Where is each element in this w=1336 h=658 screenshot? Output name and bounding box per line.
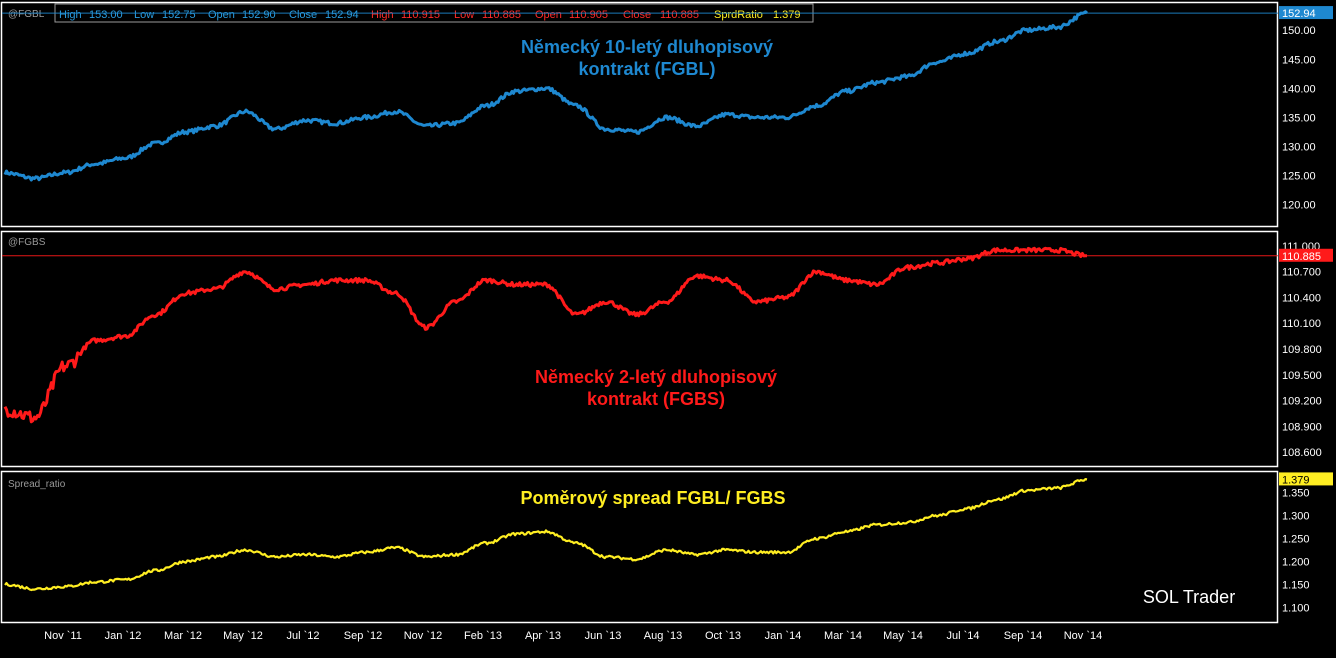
y-tick-label: 1.300 <box>1282 511 1310 523</box>
x-tick-label: Nov `12 <box>404 630 443 642</box>
last-value-label: 110.885 <box>1282 251 1321 263</box>
chart-marks: 150.00 145.00 140.00 135.00 130.00 125.00 120.… <box>2 6 1333 642</box>
fgbs-title-line-2: kontrakt (FGBS) <box>587 389 725 409</box>
fgbl-close-label: Close <box>289 9 317 21</box>
y-tick-label: 108.600 <box>1282 447 1322 459</box>
fgbs-open-value: 110.905 <box>569 9 608 21</box>
x-tick-label: Jul `12 <box>286 630 319 642</box>
fgbs-high-value: 110.915 <box>401 9 440 21</box>
y-tick-label: 110.700 <box>1282 267 1321 279</box>
fgbl-panel-frame <box>0 1 1279 228</box>
y-tick-label: 120.00 <box>1282 200 1316 212</box>
x-tick-label: Aug `13 <box>644 630 683 642</box>
y-tick-label: 1.250 <box>1282 534 1310 546</box>
fgbs-low-label: Low <box>454 9 474 21</box>
x-tick-label: Jan `12 <box>105 630 142 642</box>
last-value-label: 1.379 <box>1282 474 1310 486</box>
y-tick-label: 1.200 <box>1282 556 1310 568</box>
watermark: SOL Trader <box>1143 587 1235 607</box>
y-tick-label: 145.00 <box>1282 54 1316 66</box>
y-tick-label: 110.400 <box>1282 292 1321 304</box>
x-tick-label: Nov `11 <box>44 630 82 642</box>
y-tick-label: 130.00 <box>1282 141 1316 153</box>
y-tick-label: 108.900 <box>1282 421 1322 433</box>
series-line <box>3 246 1087 424</box>
x-tick-label: Jul `14 <box>946 630 979 642</box>
x-tick-label: Oct `13 <box>705 630 741 642</box>
fgbs-panel-label: @FGBS <box>8 237 46 248</box>
fgbs-low-value: 110.885 <box>482 9 521 21</box>
fgbs-title-line-1: Německý 2-letý dluhopisový <box>535 367 777 387</box>
y-tick-label: 140.00 <box>1282 83 1316 95</box>
fgbs-close-label: Close <box>623 9 651 21</box>
fgbl-low-label: Low <box>134 9 154 21</box>
y-tick-label: 125.00 <box>1282 171 1316 183</box>
y-tick-label: 110.100 <box>1282 318 1321 330</box>
series-line <box>3 10 1088 182</box>
series-line <box>4 478 1088 592</box>
x-tick-label: Jan `14 <box>765 630 802 642</box>
y-tick-label: 1.350 <box>1282 488 1310 500</box>
x-tick-label: May `12 <box>223 630 263 642</box>
last-value-tag <box>1279 472 1333 486</box>
fgbs-open-label: Open <box>535 9 562 21</box>
fgbl-open-label: Open <box>208 9 235 21</box>
ratio-panel-frame <box>0 470 1279 624</box>
last-value-tag <box>1279 6 1333 20</box>
fgbl-open-value: 152.90 <box>242 9 276 21</box>
ratio-panel-label: Spread_ratio <box>8 479 66 490</box>
header-readout: High 153.00 Low 152.75 Open 152.90 Close… <box>59 9 801 21</box>
y-tick-label: 109.500 <box>1282 370 1322 382</box>
ratio-value: 1.379 <box>773 9 801 21</box>
fgbl-high-value: 153.00 <box>89 9 123 21</box>
fgbs-close-value: 110.885 <box>660 9 699 21</box>
last-value-label: 152.94 <box>1282 8 1316 20</box>
x-tick-label: May `14 <box>883 630 923 642</box>
y-tick-label: 1.150 <box>1282 579 1310 591</box>
x-tick-label: Sep `14 <box>1004 630 1043 642</box>
fgbl-low-value: 152.75 <box>162 9 196 21</box>
last-value-tag <box>1279 248 1333 262</box>
x-tick-label: Jun `13 <box>585 630 622 642</box>
y-tick-label: 1.100 <box>1282 602 1310 614</box>
x-tick-label: Apr `13 <box>525 630 561 642</box>
fgbl-title-line-1: Německý 10-letý dluhopisový <box>521 37 773 57</box>
ratio-label: SprdRatio <box>714 9 763 21</box>
y-tick-label: 109.200 <box>1282 396 1322 408</box>
x-tick-label: Sep `12 <box>344 630 383 642</box>
fgbl-title-line-2: kontrakt (FGBL) <box>579 59 716 79</box>
fgbs-high-label: High <box>371 9 394 21</box>
y-tick-label: 109.800 <box>1282 344 1322 356</box>
x-tick-label: Nov `14 <box>1064 630 1103 642</box>
y-tick-label: 150.00 <box>1282 25 1316 37</box>
y-tick-label: 135.00 <box>1282 112 1316 124</box>
x-tick-label: Mar `12 <box>164 630 202 642</box>
fgbl-high-label: High <box>59 9 82 21</box>
x-tick-label: Feb `13 <box>464 630 502 642</box>
ratio-title: Poměrový spread FGBL/ FGBS <box>520 488 785 508</box>
fgbs-panel-frame <box>0 230 1279 468</box>
fgbl-panel-label: @FGBL <box>8 9 45 20</box>
fgbl-close-value: 152.94 <box>325 9 359 21</box>
x-tick-label: Mar `14 <box>824 630 862 642</box>
